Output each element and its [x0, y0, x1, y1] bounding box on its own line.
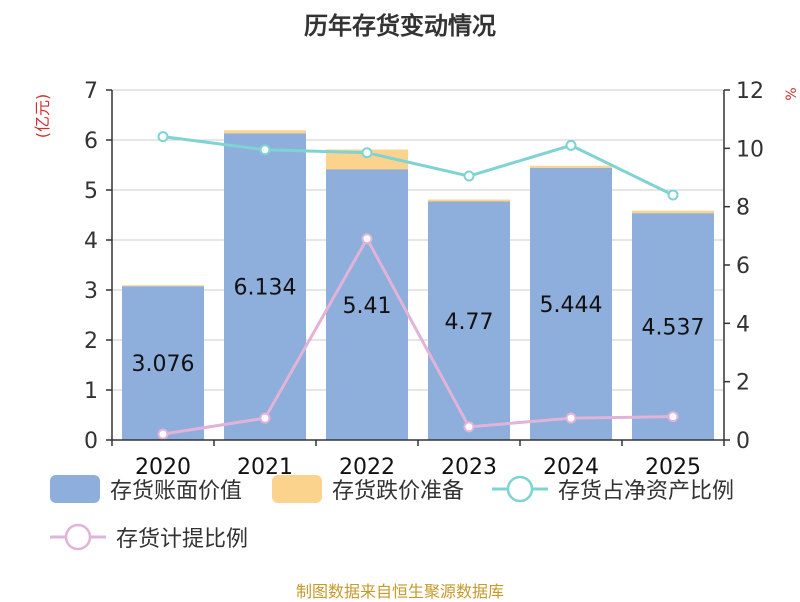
- legend-item-book-value: 存货账面价值: [50, 475, 242, 504]
- point-net-asset-ratio: [259, 144, 271, 156]
- bar-value-label: 4.77: [445, 310, 494, 335]
- x-tick-label: 2022: [339, 455, 395, 480]
- legend-label: 存货账面价值: [110, 479, 242, 504]
- point-provision-ratio: [157, 428, 169, 440]
- line-series: [157, 131, 679, 440]
- bar-series: [122, 130, 714, 441]
- left-axis-unit: (亿元): [33, 94, 52, 139]
- bar-value-label: 6.134: [234, 276, 297, 301]
- bar-book-value: [224, 133, 306, 441]
- point-provision-ratio: [565, 412, 577, 424]
- point-provision-ratio: [361, 233, 373, 245]
- point-net-asset-ratio: [667, 189, 679, 201]
- left-tick-label: 6: [84, 129, 98, 154]
- right-tick-label: 6: [736, 254, 750, 279]
- bar-impairment: [224, 130, 306, 134]
- bar-impairment: [326, 149, 408, 170]
- bar-value-label: 3.076: [132, 352, 195, 377]
- source-note: 制图数据来自恒生聚源数据库: [295, 582, 504, 601]
- left-tick-label: 5: [84, 179, 98, 204]
- bar-book-value: [428, 201, 510, 440]
- legend-item-net-asset-ratio: 存货占净资产比例: [492, 475, 734, 504]
- line-net-asset-ratio: [162, 135, 674, 197]
- bar-book-value: [326, 169, 408, 440]
- bar-book-value: [122, 286, 204, 440]
- point-provision-ratio: [667, 411, 679, 423]
- right-axis-unit: %: [784, 87, 800, 100]
- legend-marker: [64, 523, 92, 551]
- point-net-asset-ratio: [361, 147, 373, 159]
- left-tick-label: 2: [84, 329, 98, 354]
- bar-value-label: 4.537: [642, 316, 705, 341]
- x-tick-label: 2020: [135, 455, 191, 480]
- point-provision-ratio: [463, 421, 475, 433]
- bar-impairment: [428, 199, 510, 202]
- legend-marker: [506, 475, 534, 503]
- left-tick-label: 0: [84, 429, 98, 454]
- bar-book-value: [530, 167, 612, 441]
- point-net-asset-ratio: [157, 131, 169, 143]
- legend-label: 存货跌价准备: [332, 479, 464, 504]
- point-net-asset-ratio: [463, 170, 475, 182]
- right-tick-label: 4: [736, 312, 750, 337]
- left-tick-label: 1: [84, 379, 98, 404]
- legend-item-provision-ratio: 存货计提比例: [50, 523, 248, 552]
- bar-impairment: [632, 210, 714, 214]
- left-tick-label: 4: [84, 229, 98, 254]
- legend-swatch: [50, 475, 100, 503]
- bar-impairment: [122, 285, 204, 287]
- x-tick-label: 2024: [543, 455, 599, 480]
- bar-impairment: [530, 165, 612, 168]
- x-tick-label: 2025: [645, 455, 701, 480]
- bar-value-label: 5.41: [343, 294, 392, 319]
- legend-label: 存货计提比例: [116, 527, 248, 552]
- legend-swatch: [272, 475, 322, 503]
- left-tick-label: 7: [84, 79, 98, 104]
- bar-value-label: 5.444: [540, 293, 603, 318]
- bar-book-value: [632, 213, 714, 440]
- point-net-asset-ratio: [565, 139, 577, 151]
- x-tick-label: 2023: [441, 455, 497, 480]
- line-provision-ratio: [162, 235, 674, 436]
- grid-lines: [112, 89, 724, 391]
- left-tick-label: 3: [84, 279, 98, 304]
- right-tick-label: 2: [736, 371, 750, 396]
- point-provision-ratio: [259, 412, 271, 424]
- legend-item-impairment: 存货跌价准备: [272, 475, 464, 504]
- legend-label: 存货占净资产比例: [558, 479, 734, 504]
- bar-value-labels: 3.076 6.134 5.41 4.77 5.444 4.537: [132, 276, 705, 377]
- right-tick-label: 12: [736, 79, 764, 104]
- right-tick-label: 8: [736, 196, 750, 221]
- right-tick-label: 0: [736, 429, 750, 454]
- chart-title: 历年存货变动情况: [304, 12, 496, 40]
- right-tick-label: 10: [736, 137, 764, 162]
